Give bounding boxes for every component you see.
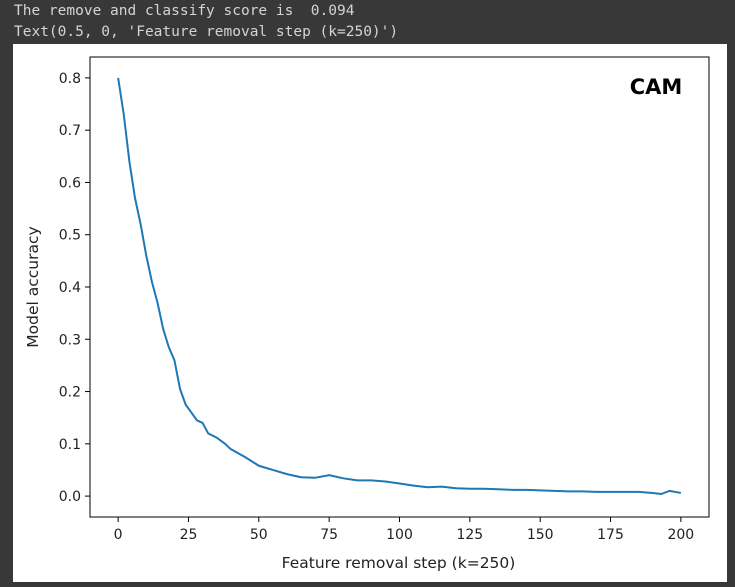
console-line-text-repr: Text(0.5, 0, 'Feature removal step (k=25… [14, 24, 399, 40]
x-tick-label: 100 [386, 527, 413, 543]
y-tick-label: 0.3 [59, 332, 81, 348]
chart-figure: 0 25 50 75 100 125 150 175 200 0.0 0.1 0.2 0.3 0.4 0.… [13, 44, 727, 582]
console-output: The remove and classify score is 0.094 Te… [14, 1, 398, 43]
x-tick-label: 0 [114, 527, 123, 543]
line-chart: 0 25 50 75 100 125 150 175 200 0.00.10.20.30.40.… [24, 56, 710, 572]
x-tick-label: 175 [597, 527, 624, 543]
console-line-score: The remove and classify score is 0.094 [14, 3, 355, 19]
x-tick-label: 50 [250, 527, 268, 543]
y-tick-label: 0.6 [59, 175, 81, 191]
x-tick-label: 150 [527, 527, 554, 543]
x-tick-label: 200 [667, 527, 694, 543]
x-tick-label: 125 [456, 527, 483, 543]
y-tick-label: 0.8 [59, 71, 81, 87]
x-tick-label: 25 [180, 527, 198, 543]
y-tick-label: 0.0 [59, 489, 81, 505]
y-tick-label: 0.7 [59, 123, 81, 139]
y-tick-label: 0.1 [59, 437, 81, 453]
y-tick-label: 0.4 [59, 280, 81, 296]
x-axis-ticks: 0 25 50 75 100 125 150 175 200 [114, 517, 694, 543]
x-axis-label: Feature removal step (k=250) [282, 554, 516, 572]
y-axis-label: Model accuracy [24, 226, 42, 347]
y-axis-ticks: 0.0 0.1 0.2 0.3 0.4 0.5 0.6 0.7 0.8 [59, 71, 90, 505]
chart-annotation-cam: CAM [630, 75, 683, 99]
series-line-accuracy [117, 77, 682, 496]
x-tick-label: 75 [320, 527, 338, 543]
y-tick-label: 0.2 [59, 385, 81, 401]
plot-frame [89, 56, 710, 518]
y-tick-label: 0.5 [59, 228, 81, 244]
